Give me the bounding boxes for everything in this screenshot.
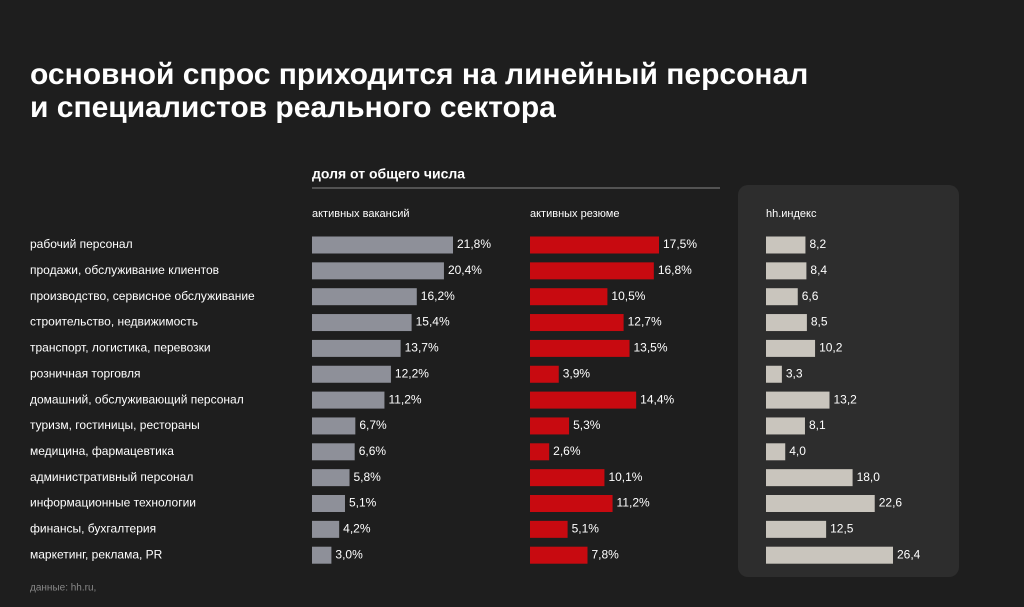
bar: [530, 314, 624, 332]
bar: [312, 365, 391, 383]
value-label: 18,0: [857, 470, 881, 484]
bar: [312, 443, 355, 461]
bar: [530, 469, 605, 487]
value-label: 14,4%: [640, 392, 674, 406]
value-label: 8,4: [810, 263, 827, 277]
value-label: 13,7%: [405, 341, 439, 355]
category-label: рабочий персонал: [30, 237, 133, 251]
bar: [766, 391, 830, 409]
bar: [312, 339, 401, 357]
bar: [312, 520, 340, 538]
bar: [766, 365, 782, 383]
bar: [530, 262, 654, 280]
category-label: домашний, обслуживающий персонал: [30, 392, 244, 406]
bar: [530, 365, 559, 383]
value-label: 10,1%: [608, 470, 642, 484]
bar: [530, 288, 608, 306]
category-label: медицина, фармацевтика: [30, 444, 174, 458]
value-label: 10,2: [819, 341, 843, 355]
category-label: производство, сервисное обслуживание: [30, 289, 255, 303]
bar: [530, 339, 630, 357]
category-label: розничная торговля: [30, 366, 141, 380]
bar: [766, 236, 806, 254]
value-label: 11,2%: [617, 496, 650, 510]
value-label: 8,5: [811, 315, 828, 329]
value-label: 12,2%: [395, 366, 429, 380]
value-label: 15,4%: [416, 315, 450, 329]
bar: [312, 288, 417, 306]
series-header: активных вакансий: [312, 208, 410, 220]
value-label: 21,8%: [457, 237, 491, 251]
bar: [312, 546, 332, 564]
bar: [766, 314, 807, 332]
category-label: строительство, недвижимость: [30, 315, 198, 329]
bar: [530, 520, 568, 538]
value-label: 10,5%: [611, 289, 645, 303]
bar: [530, 417, 570, 435]
value-label: 4,0: [789, 444, 806, 458]
value-label: 11,2%: [388, 392, 421, 406]
value-label: 13,5%: [634, 341, 668, 355]
category-label: финансы, бухгалтерия: [30, 522, 156, 536]
value-label: 3,3: [786, 366, 803, 380]
bar: [766, 495, 875, 512]
value-label: 16,2%: [421, 289, 455, 303]
value-label: 7,8%: [591, 547, 619, 561]
value-label: 8,2: [809, 237, 826, 251]
bar: [312, 262, 444, 280]
category-label: туризм, гостиницы, рестораны: [30, 418, 200, 432]
value-label: 5,1%: [349, 496, 377, 510]
category-label: информационные технологии: [30, 496, 196, 510]
value-label: 16,8%: [658, 263, 692, 277]
bar: [312, 417, 356, 435]
bar: [530, 495, 613, 512]
bar: [530, 546, 588, 564]
value-label: 5,1%: [572, 522, 600, 536]
chart-title: основной спрос приходится на линейный пе…: [30, 58, 808, 91]
source: данные: hh.ru,: [30, 583, 96, 594]
value-label: 5,8%: [354, 470, 382, 484]
value-label: 26,4: [897, 547, 921, 561]
category-label: маркетинг, реклама, PR: [30, 547, 163, 561]
series-header: активных резюме: [530, 208, 619, 220]
bar: [312, 469, 350, 487]
bar: [312, 391, 385, 409]
bar: [766, 288, 798, 306]
bar: [530, 236, 659, 254]
value-label: 3,0%: [335, 547, 363, 561]
category-label: административный персонал: [30, 470, 193, 484]
bar: [530, 391, 637, 409]
bar: [766, 339, 816, 357]
value-label: 8,1: [809, 418, 826, 432]
value-label: 22,6: [879, 496, 903, 510]
bar: [766, 417, 805, 435]
value-label: 6,6%: [359, 444, 387, 458]
bar: [766, 546, 893, 564]
subtitle: доля от общего числа: [312, 166, 465, 182]
value-label: 13,2: [834, 392, 858, 406]
value-label: 20,4%: [448, 263, 482, 277]
value-label: 3,9%: [563, 366, 591, 380]
value-label: 2,6%: [553, 444, 581, 458]
value-label: 12,5: [830, 522, 854, 536]
bar: [312, 495, 345, 512]
value-label: 4,2%: [343, 522, 371, 536]
value-label: 5,3%: [573, 418, 601, 432]
bar: [766, 469, 853, 487]
bar: [530, 443, 550, 461]
value-label: 6,7%: [359, 418, 387, 432]
category-label: транспорт, логистика, перевозки: [30, 341, 211, 355]
bar: [312, 314, 412, 332]
chart-title: и специалистов реального сектора: [30, 91, 556, 124]
bar: [766, 262, 807, 280]
value-label: 17,5%: [663, 237, 697, 251]
bar: [766, 443, 786, 461]
value-label: 6,6: [802, 289, 819, 303]
series-header: hh.индекс: [766, 208, 817, 220]
bar: [312, 236, 453, 254]
category-label: продажи, обслуживание клиентов: [30, 263, 219, 277]
bar: [766, 520, 827, 538]
value-label: 12,7%: [628, 315, 662, 329]
